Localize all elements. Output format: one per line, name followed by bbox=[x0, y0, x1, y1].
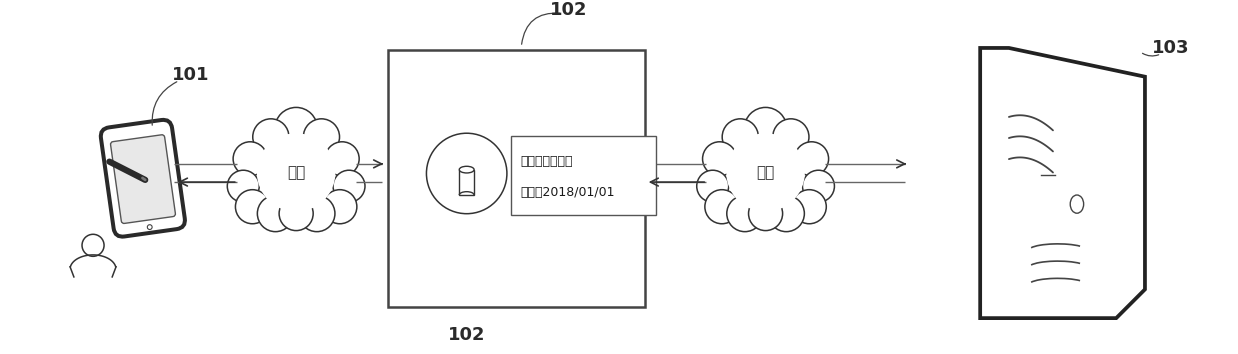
Circle shape bbox=[233, 109, 359, 236]
Circle shape bbox=[768, 195, 805, 232]
Circle shape bbox=[727, 195, 763, 232]
FancyBboxPatch shape bbox=[511, 136, 656, 215]
Circle shape bbox=[235, 190, 270, 224]
Circle shape bbox=[253, 119, 288, 155]
Circle shape bbox=[749, 196, 782, 230]
FancyBboxPatch shape bbox=[100, 120, 184, 236]
Circle shape bbox=[228, 170, 259, 202]
Circle shape bbox=[279, 196, 313, 230]
Circle shape bbox=[704, 190, 739, 224]
Circle shape bbox=[727, 133, 805, 212]
FancyBboxPatch shape bbox=[110, 135, 176, 223]
Circle shape bbox=[326, 142, 359, 176]
Circle shape bbox=[702, 109, 828, 236]
Circle shape bbox=[426, 133, 506, 214]
Circle shape bbox=[722, 119, 759, 155]
Circle shape bbox=[697, 170, 729, 202]
Circle shape bbox=[275, 107, 317, 150]
Text: 网络: 网络 bbox=[287, 165, 306, 180]
Text: 时间：2018/01/01: 时间：2018/01/01 bbox=[520, 186, 615, 199]
Circle shape bbox=[258, 195, 293, 232]
Text: 101: 101 bbox=[172, 66, 209, 84]
Polygon shape bbox=[980, 48, 1145, 318]
Circle shape bbox=[792, 190, 826, 224]
Ellipse shape bbox=[459, 166, 474, 173]
Circle shape bbox=[82, 234, 104, 256]
Ellipse shape bbox=[1070, 195, 1083, 213]
FancyBboxPatch shape bbox=[389, 50, 645, 307]
Text: 网络: 网络 bbox=[756, 165, 775, 180]
Circle shape bbox=[303, 119, 339, 155]
Text: 模式：打卡上报: 模式：打卡上报 bbox=[520, 155, 573, 168]
Circle shape bbox=[323, 190, 357, 224]
Circle shape bbox=[298, 195, 335, 232]
Circle shape bbox=[802, 170, 834, 202]
Text: 102: 102 bbox=[551, 1, 588, 19]
Circle shape bbox=[256, 133, 335, 212]
Text: 102: 102 bbox=[448, 326, 485, 344]
Circle shape bbox=[702, 142, 737, 176]
Circle shape bbox=[773, 119, 808, 155]
Circle shape bbox=[744, 107, 787, 150]
Circle shape bbox=[795, 142, 828, 176]
FancyBboxPatch shape bbox=[459, 170, 474, 195]
Circle shape bbox=[233, 142, 267, 176]
Text: 103: 103 bbox=[1153, 39, 1190, 57]
Circle shape bbox=[333, 170, 365, 202]
